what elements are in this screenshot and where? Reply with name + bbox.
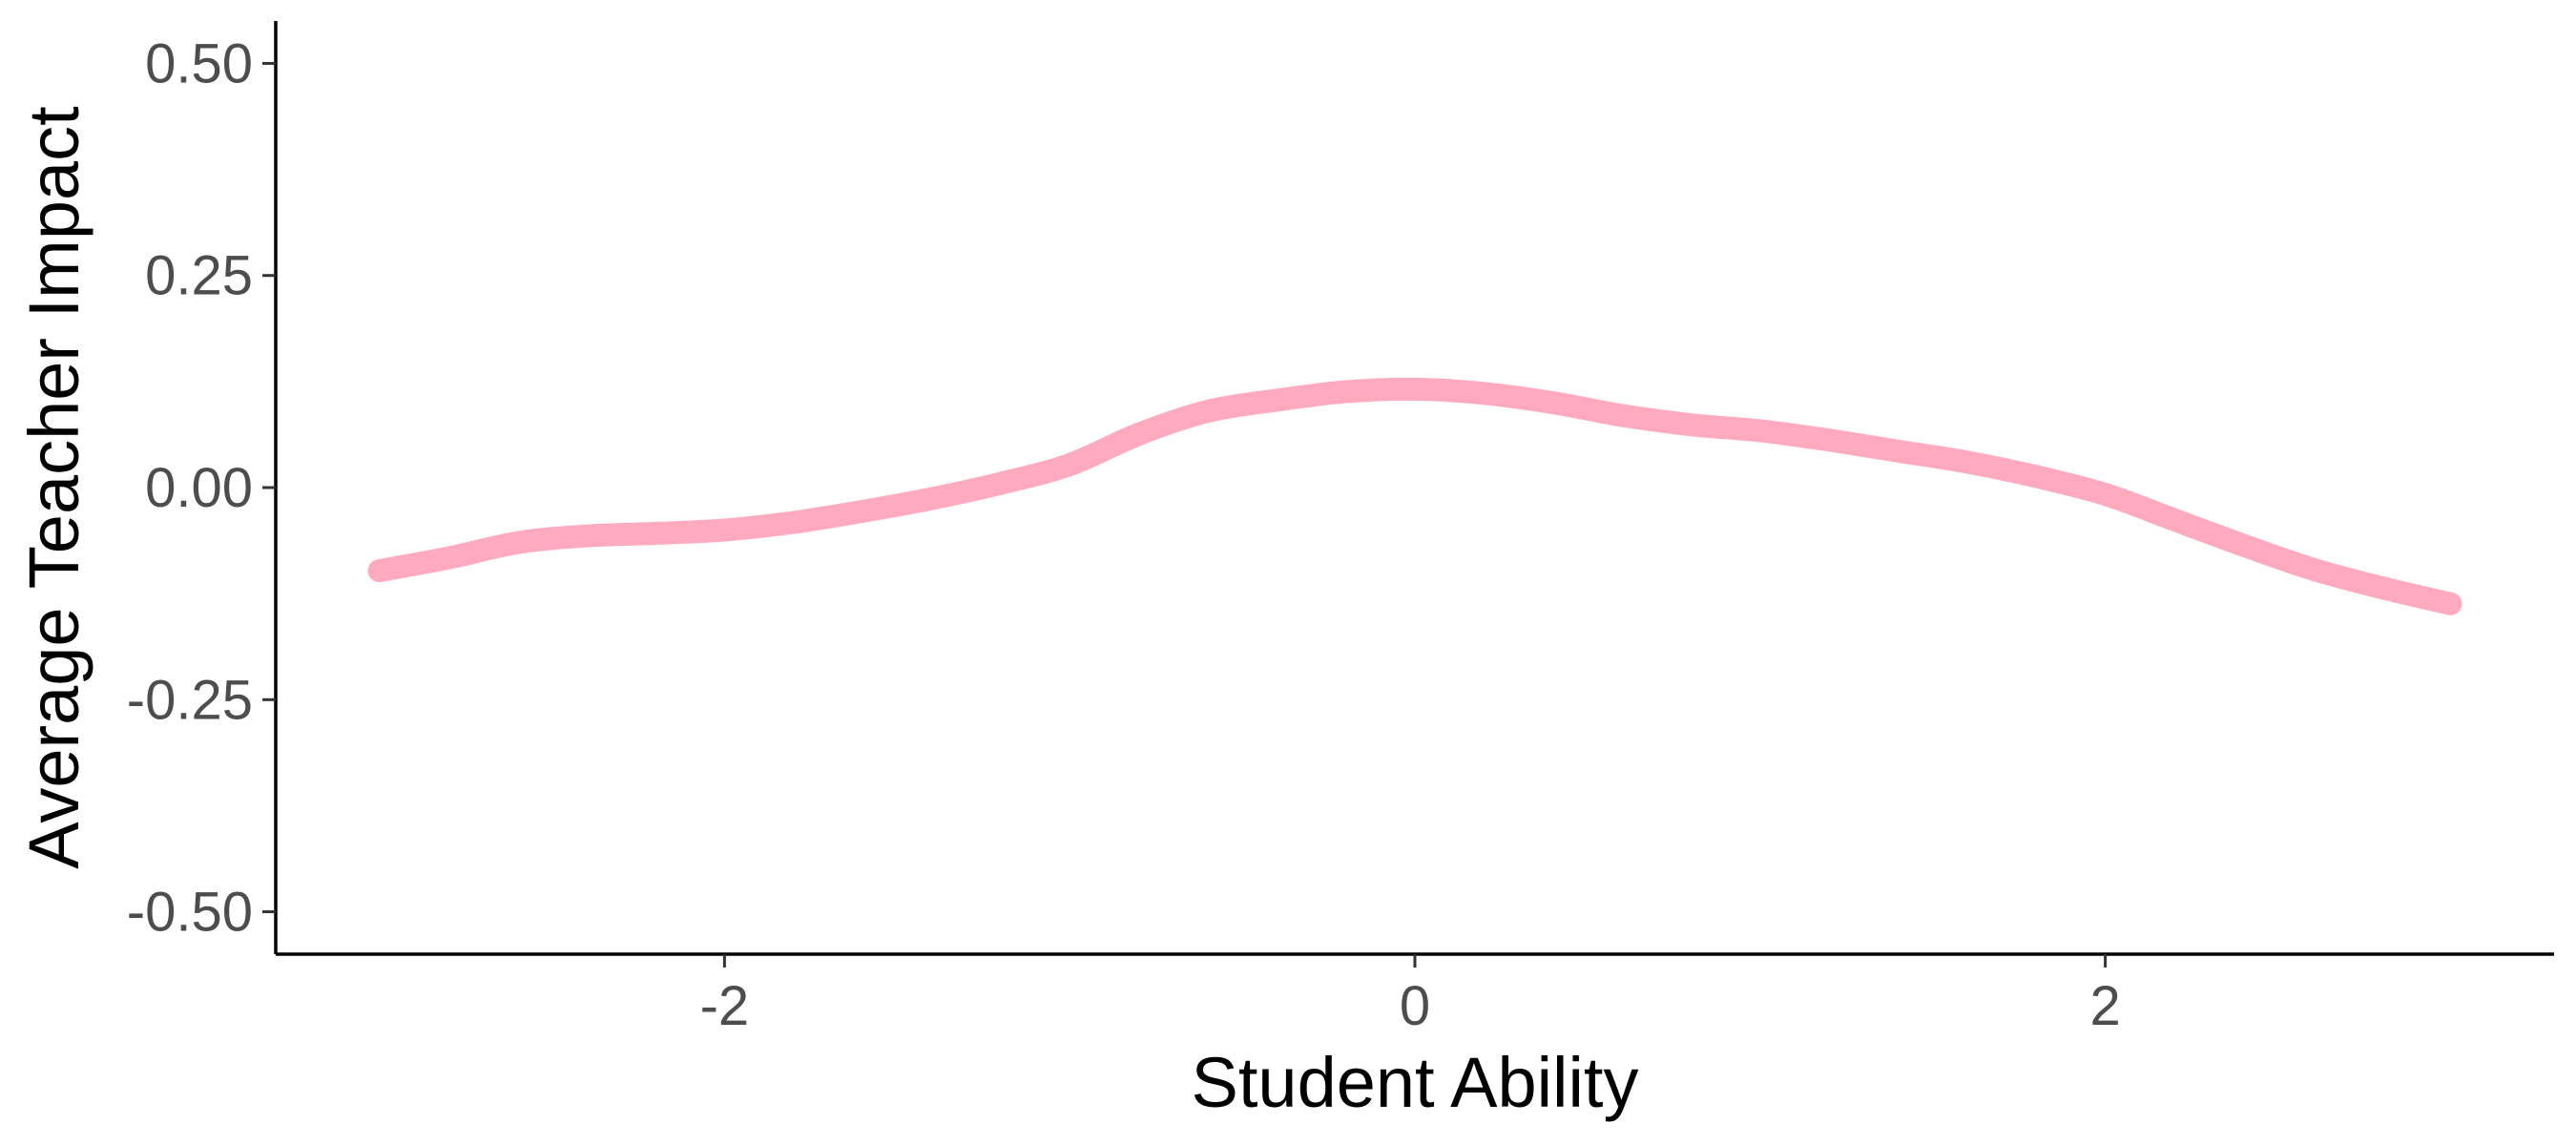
x-tick-label: -2 (700, 975, 750, 1037)
y-tick-label: 0.00 (145, 457, 253, 519)
y-axis-ticks: 0.50 0.25 0.00 -0.25 -0.50 (127, 32, 276, 944)
y-tick-label: 0.50 (145, 32, 253, 94)
x-axis-title: Student Ability (1192, 1043, 1639, 1122)
y-tick-label: 0.25 (145, 245, 253, 307)
x-tick-label: 2 (2090, 975, 2121, 1037)
axes (274, 21, 2554, 956)
y-tick-label: -0.50 (127, 882, 253, 944)
x-tick-label: 0 (1400, 975, 1430, 1037)
y-axis-title: Average Teacher Impact (14, 106, 93, 869)
y-tick-label: -0.25 (127, 669, 253, 731)
plot-series (367, 377, 2462, 615)
series-line-0 (367, 377, 2462, 615)
x-axis-ticks: -2 0 2 (700, 954, 2121, 1037)
